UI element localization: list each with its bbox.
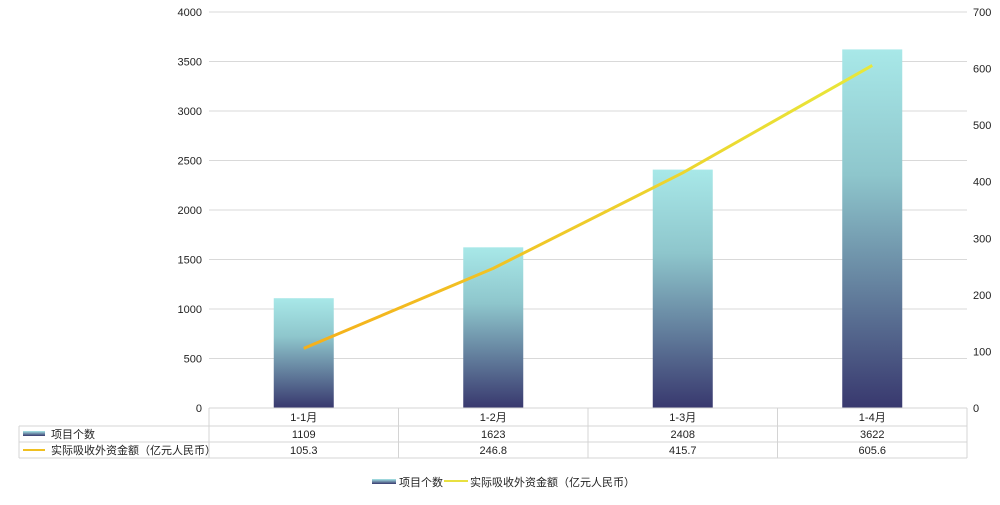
left-axis-tick-label: 3500 xyxy=(178,57,202,69)
row-label: 项目个数 xyxy=(51,428,95,441)
table-cell: 415.7 xyxy=(669,445,697,457)
left-axis-tick-label: 500 xyxy=(184,354,202,366)
bar-1-3月 xyxy=(653,170,713,408)
right-axis-tick-label: 600 xyxy=(973,64,991,76)
table-cell: 3622 xyxy=(860,429,884,441)
right-axis-tick-label: 700 xyxy=(973,7,991,19)
line-path xyxy=(304,65,873,348)
legend: 项目个数 实际吸收外资金额（亿元人民币） xyxy=(372,475,635,489)
category-label: 1-3月 xyxy=(669,412,696,424)
table-cell: 1109 xyxy=(292,429,316,441)
table-cell: 2408 xyxy=(671,429,695,441)
row-label: 实际吸收外资金额（亿元人民币） xyxy=(51,443,216,457)
left-axis-tick-label: 2000 xyxy=(178,205,202,217)
table-cell: 105.3 xyxy=(290,445,318,457)
right-axis-tick-label: 400 xyxy=(973,177,991,189)
bar-1-4月 xyxy=(842,49,902,408)
category-label: 1-4月 xyxy=(859,412,886,424)
legend-label: 项目个数 xyxy=(399,476,443,489)
right-axis-tick-label: 500 xyxy=(973,120,991,132)
category-label: 1-1月 xyxy=(290,412,317,424)
table-cell: 246.8 xyxy=(479,445,507,457)
legend-label: 实际吸收外资金额（亿元人民币） xyxy=(470,475,635,489)
table-cell: 1623 xyxy=(481,429,505,441)
left-axis-tick-label: 0 xyxy=(196,403,202,415)
line-series xyxy=(304,65,873,348)
left-axis-tick-label: 1500 xyxy=(178,255,202,267)
right-axis-tick-label: 100 xyxy=(973,346,991,358)
left-axis-tick-label: 1000 xyxy=(178,304,202,316)
category-label: 1-2月 xyxy=(480,412,507,424)
right-axis-tick-label: 300 xyxy=(973,233,991,245)
left-axis-tick-label: 2500 xyxy=(178,156,202,168)
table-cell: 605.6 xyxy=(858,445,886,457)
bar-1-2月 xyxy=(463,247,523,408)
bar-1-1月 xyxy=(274,298,334,408)
right-axis-tick-label: 0 xyxy=(973,403,979,415)
legend-bar-icon xyxy=(372,479,396,484)
bar-series-key-icon xyxy=(23,431,45,436)
left-axis-tick-label: 4000 xyxy=(178,7,202,19)
right-axis-tick-label: 200 xyxy=(973,290,991,302)
left-axis-tick-label: 3000 xyxy=(178,106,202,118)
